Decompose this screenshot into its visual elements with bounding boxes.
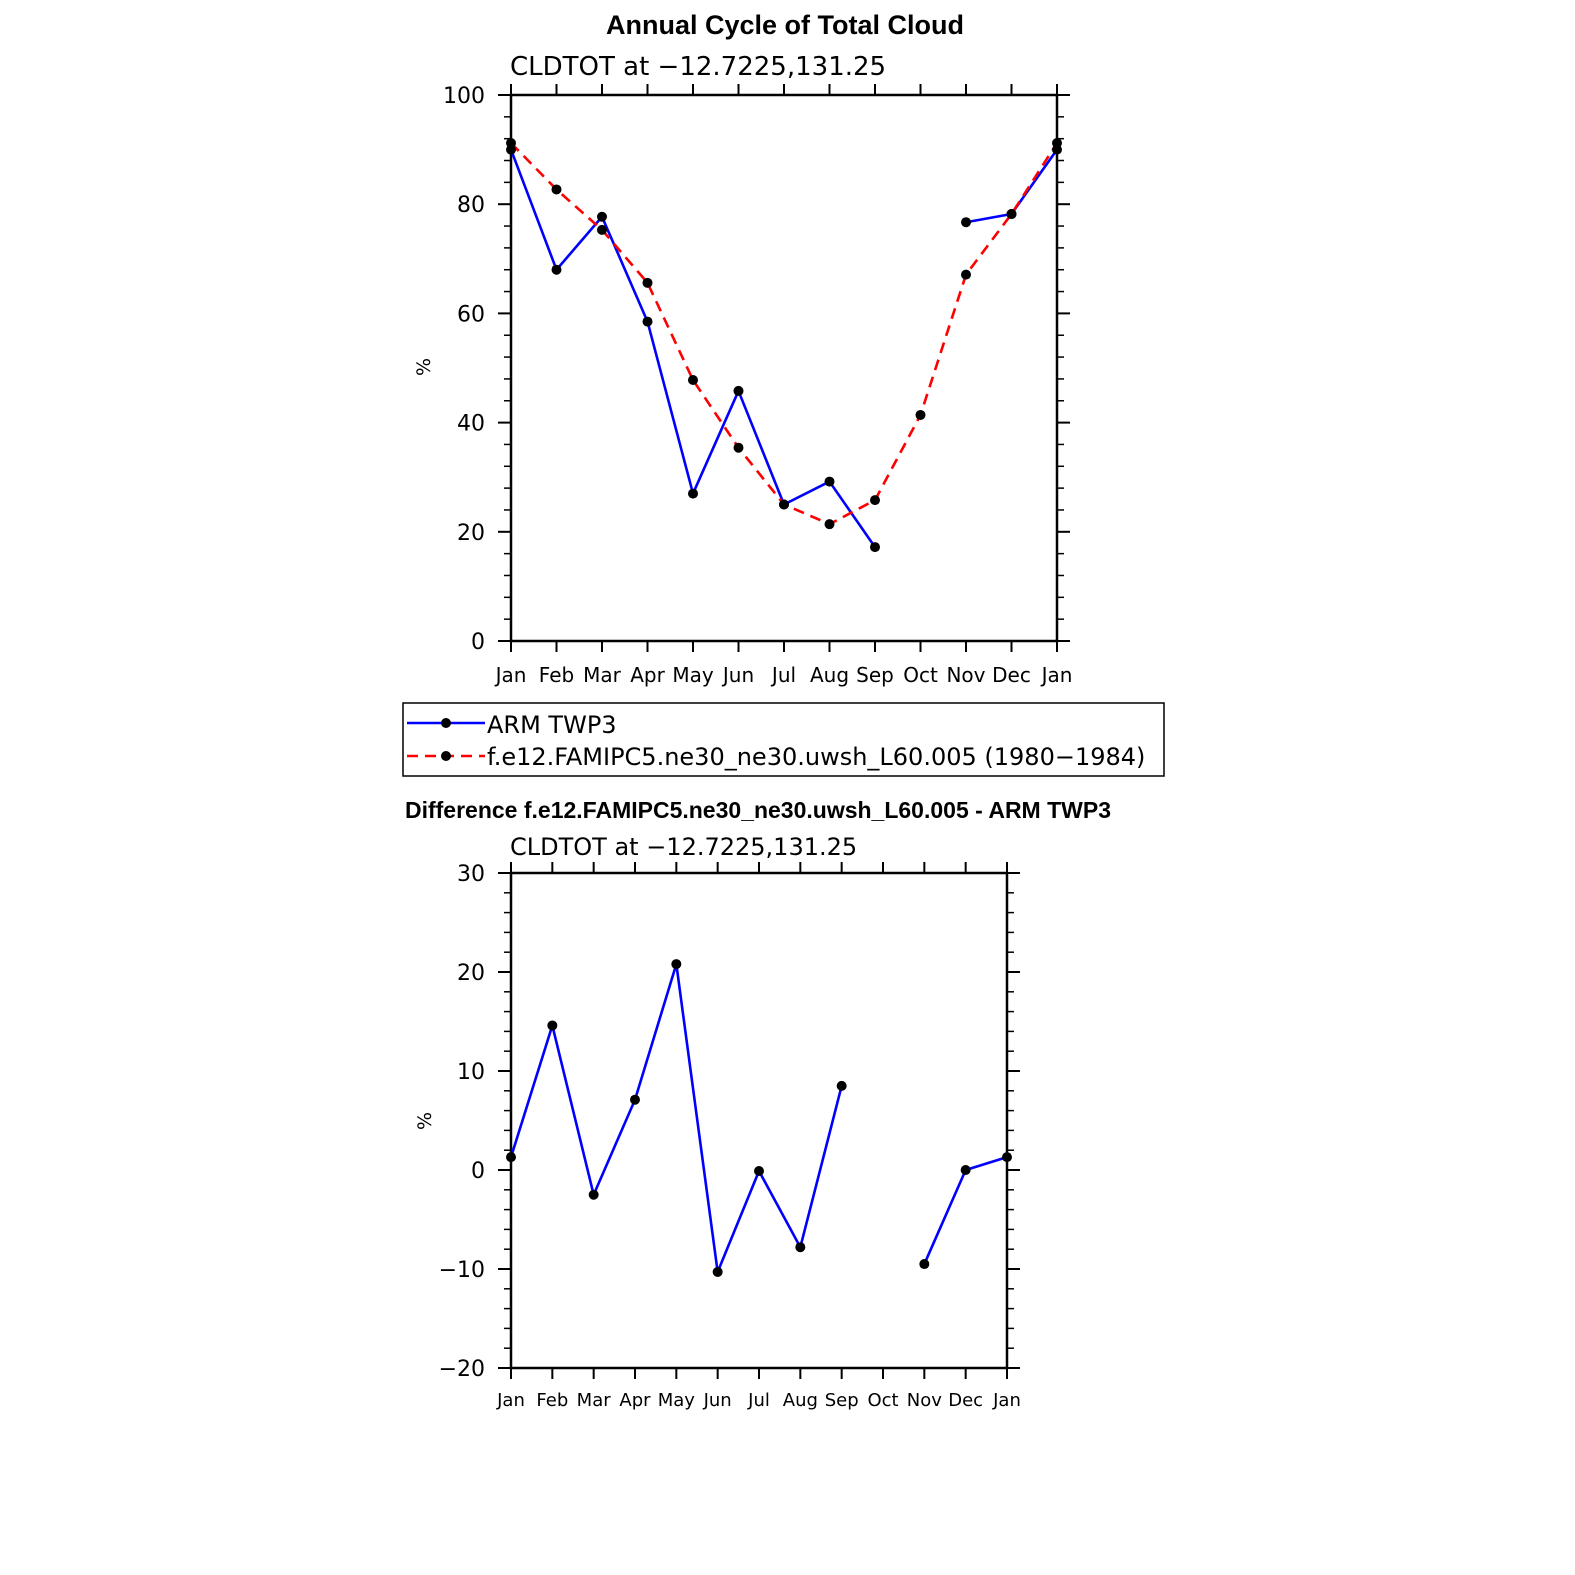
y-tick-label: 60 [457,302,485,327]
chart2-title: Difference f.e12.FAMIPC5.ne30_ne30.uwsh_… [405,797,1111,823]
x-tick-label: Nov [907,1390,942,1411]
x-tick-label: Oct [867,1390,898,1411]
series-1-marker [836,1080,847,1091]
series-line-1 [509,962,843,1274]
series-2-marker [551,184,562,195]
series-1-marker [1002,1152,1012,1163]
series-2-marker [915,409,926,420]
x-tick-label: Apr [619,1390,651,1411]
series-1-marker [712,1266,723,1277]
legend-marker-model [441,751,451,761]
chart1-x-tick-labels: Jan Feb Mar Apr May Jun Jul Aug Sep Oct Nov Dec Jan [494,663,1073,687]
chart1-y-tick-labels: 0 20 40 60 80 100 [443,84,485,655]
legend-label-model: f.e12.FAMIPC5.ne30_ne30.uwsh_L60.005 (19… [487,743,1145,771]
x-tick-label: Sep [856,663,894,687]
series-2-marker [824,519,835,530]
x-tick-label: Jul [747,1390,770,1411]
annual-cycle-chart: Annual Cycle of Total Cloud CLDTOT at −1… [413,10,1072,687]
x-tick-label: Feb [539,663,574,687]
series-2-marker [961,269,971,280]
x-tick-label: Jan [496,1390,525,1411]
legend: ARM TWP3 f.e12.FAMIPC5.ne30_ne30.uwsh_L6… [402,702,1165,777]
series-2-marker [642,277,653,288]
series-1-marker [960,1165,971,1175]
series-1-marker [671,959,682,970]
chart2-subtitle: CLDTOT at −12.7225,131.25 [510,833,857,861]
x-tick-label: Mar [583,663,622,687]
y-tick-label: 30 [457,862,485,887]
y-tick-label: 100 [443,84,485,109]
y-tick-label: −10 [439,1258,485,1283]
y-tick-label: −20 [439,1357,485,1382]
chart2-ylabel: % [414,1112,436,1130]
x-tick-label: Apr [630,663,665,687]
x-tick-label: Jun [703,1390,732,1411]
series-2-marker [597,224,607,235]
legend-marker-arm [441,718,451,728]
series-1-marker [824,476,835,487]
chart1-series [506,138,1062,553]
series-line-2 [510,142,1059,526]
series-1-marker [642,316,653,327]
y-tick-label: 40 [457,412,485,437]
chart1-subtitle: CLDTOT at −12.7225,131.25 [510,52,886,82]
x-tick-label: Jan [1040,663,1073,687]
x-tick-label: Aug [810,663,849,687]
series-2-marker [1006,209,1017,220]
series-1-marker [795,1242,806,1253]
series-1-marker [597,211,607,222]
x-tick-label: Nov [946,663,985,687]
series-1-marker [688,488,698,499]
series-1-marker [961,217,971,228]
x-tick-label: Sep [825,1390,859,1411]
series-2-marker [779,499,789,510]
y-tick-label: 80 [457,193,485,218]
x-tick-label: Dec [948,1390,983,1411]
chart2-plot-frame [509,871,1009,1370]
chart1-plot-frame [509,93,1059,643]
x-tick-label: Oct [903,663,938,687]
legend-label-arm: ARM TWP3 [487,711,617,739]
series-1-marker [588,1189,599,1200]
legend-box [402,702,1165,777]
x-tick-label: May [658,1390,696,1411]
x-tick-label: Mar [577,1390,612,1411]
series-1-marker [551,264,562,275]
y-tick-label: 20 [457,961,485,986]
series-2-marker [733,442,744,453]
chart2-ticks [498,862,1020,1379]
series-1-marker [870,542,880,553]
y-tick-label: 0 [471,630,485,655]
x-tick-label: Jan [992,1390,1021,1411]
series-1-marker [754,1165,764,1176]
y-tick-label: 0 [471,1159,485,1184]
series-2-marker [688,375,698,386]
difference-chart: Difference f.e12.FAMIPC5.ne30_ne30.uwsh_… [405,797,1111,1411]
x-tick-label: May [672,663,714,687]
series-2-marker [870,495,880,506]
chart2-series [506,959,1012,1277]
series-2-marker [506,138,516,149]
x-tick-label: Aug [783,1390,818,1411]
chart1-title: Annual Cycle of Total Cloud [606,10,964,40]
series-2-marker [1052,138,1062,149]
x-tick-label: Dec [992,663,1031,687]
x-tick-label: Jun [721,663,754,687]
series-1-marker [547,1020,558,1031]
series-1-marker [733,385,744,396]
y-tick-label: 20 [457,521,485,546]
y-tick-label: 10 [457,1060,485,1085]
chart1-ylabel: % [413,358,435,376]
series-line-1 [509,149,877,548]
x-tick-label: Feb [536,1390,568,1411]
series-1-marker [919,1259,930,1270]
chart1-ticks [498,84,1070,652]
chart2-x-tick-labels: Jan Feb Mar Apr May Jun Jul Aug Sep Oct Nov Dec Jan [496,1390,1021,1411]
x-tick-label: Jul [770,663,796,687]
series-1-marker [630,1094,640,1105]
chart2-y-tick-labels: −20 −10 0 10 20 30 [439,862,485,1382]
x-tick-label: Jan [494,663,527,687]
series-1-marker [506,1152,516,1163]
